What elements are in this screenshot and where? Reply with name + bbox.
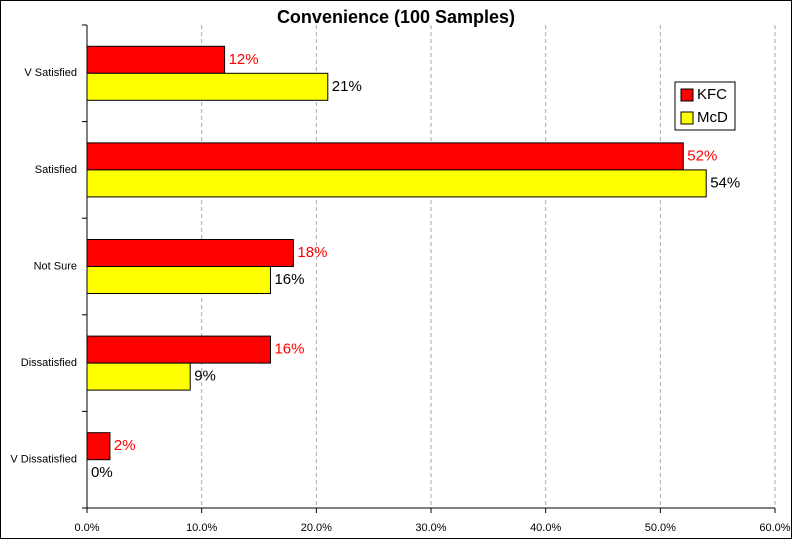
y-tick-label: Not Sure [34, 260, 77, 272]
data-label: 2% [114, 437, 136, 454]
x-tick-label: 50.0% [645, 522, 676, 534]
bar [86, 239, 294, 267]
data-label: 21% [332, 78, 362, 95]
data-label: 9% [194, 368, 216, 385]
data-label: 16% [274, 341, 304, 358]
data-label: 16% [274, 271, 304, 288]
data-label: 52% [687, 147, 717, 164]
y-tick-label: Dissatisfied [21, 357, 77, 369]
x-tick-label: 40.0% [530, 522, 561, 534]
x-tick-label: 0.0% [74, 522, 99, 534]
bar [86, 432, 111, 461]
bar [86, 266, 271, 294]
y-tick-label: V Satisfied [24, 67, 77, 79]
bar [86, 45, 226, 74]
y-tick-label: V Dissatisfied [10, 454, 77, 466]
data-label: 0% [91, 464, 113, 481]
x-tick-label: 60.0% [759, 522, 790, 534]
data-label: 12% [229, 51, 259, 68]
x-tick-label: 30.0% [415, 522, 446, 534]
x-tick-label: 10.0% [186, 522, 217, 534]
bar [86, 335, 271, 364]
y-tick-label: Satisfied [35, 164, 77, 176]
data-label: 54% [710, 174, 740, 191]
bar [86, 169, 707, 198]
data-label: 18% [297, 244, 327, 261]
legend-swatch [680, 88, 694, 102]
legend-label: McD [697, 109, 728, 126]
x-tick-label: 20.0% [301, 522, 332, 534]
bar [86, 72, 329, 101]
bar [86, 362, 191, 391]
chart-title: Convenience (100 Samples) [277, 7, 515, 27]
legend-swatch [680, 111, 694, 125]
legend-label: KFC [697, 86, 727, 103]
bar [86, 142, 684, 171]
